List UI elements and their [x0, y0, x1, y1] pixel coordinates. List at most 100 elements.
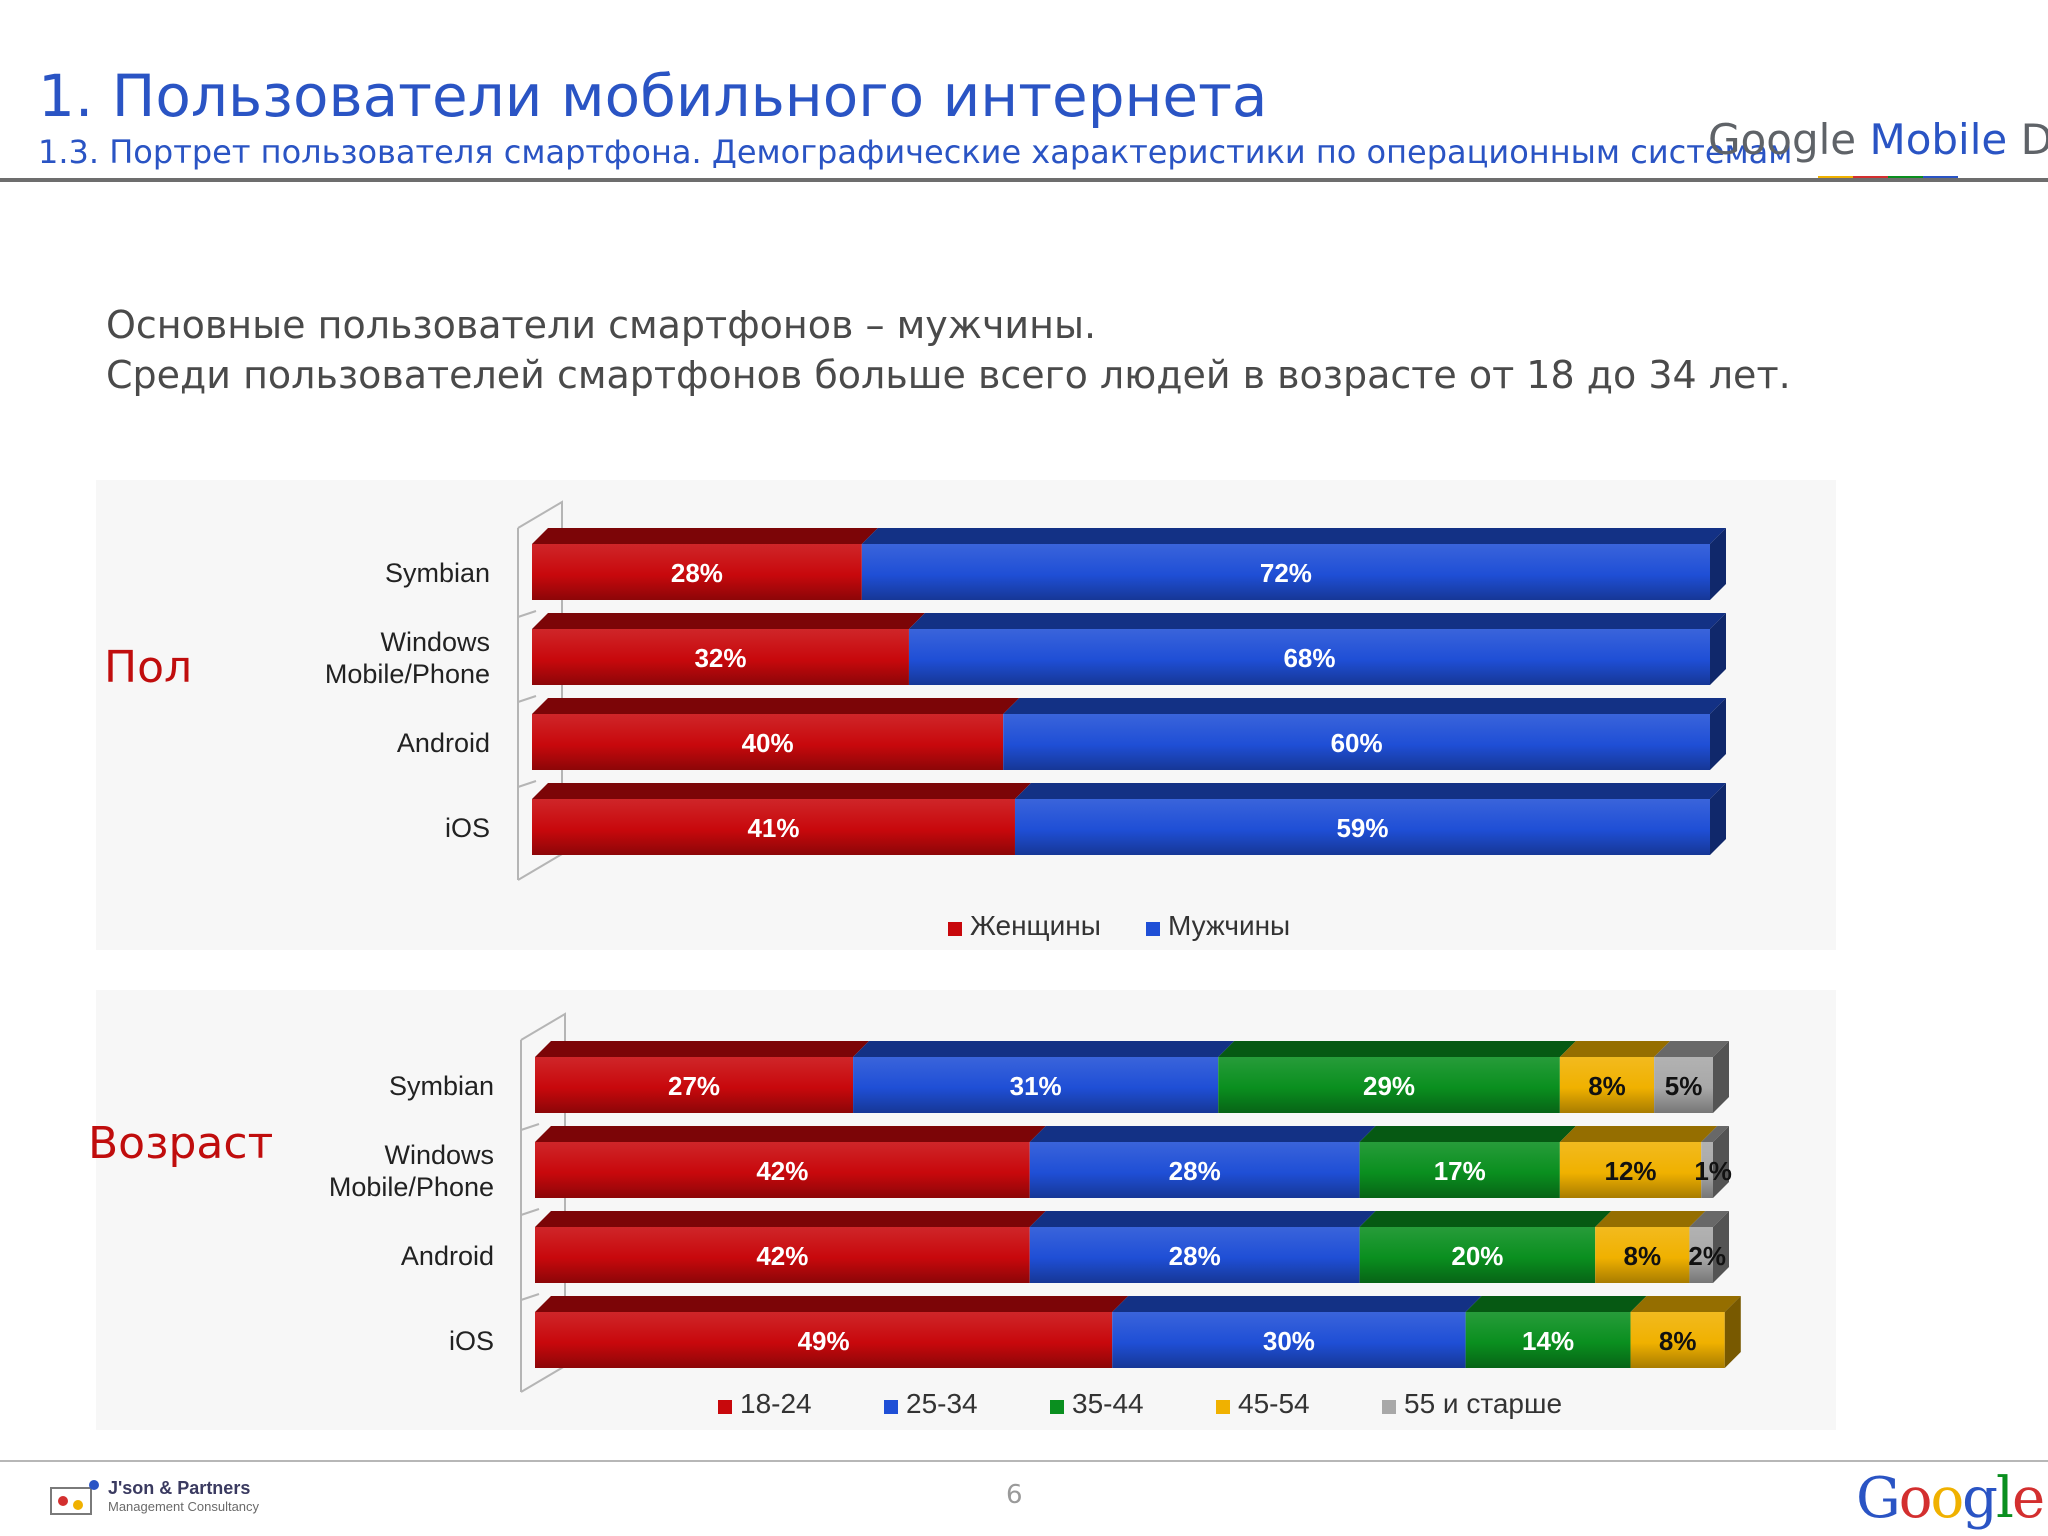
bar-end-face	[1710, 698, 1726, 770]
bar-end-face	[1710, 783, 1726, 855]
bar-segment	[908, 629, 1710, 685]
bar-segment	[1112, 1312, 1466, 1368]
data-label: 28%	[671, 558, 723, 588]
legend-swatch	[718, 1400, 732, 1414]
data-label: 40%	[742, 728, 794, 758]
footer-brand: J'son & Partners Management Consultancy	[108, 1478, 259, 1514]
data-label: 30%	[1263, 1326, 1315, 1356]
data-label: 28%	[1169, 1156, 1221, 1186]
bar-end-face	[1713, 1126, 1729, 1198]
bar-segment-top	[1689, 1211, 1729, 1227]
bar-segment	[1003, 714, 1710, 770]
bar-segment-top	[1014, 783, 1726, 799]
data-label: 17%	[1434, 1156, 1486, 1186]
logo-part-mobile: Mobile	[1856, 115, 2008, 164]
bar-segment-top	[1595, 1211, 1706, 1227]
bar-segment	[535, 1227, 1030, 1283]
legend-swatch	[1146, 922, 1160, 936]
footer-divider	[0, 1460, 2048, 1462]
bar-segment	[1029, 1142, 1360, 1198]
bar-segment	[1559, 1057, 1655, 1113]
age-section-label: Возраст	[88, 1118, 274, 1169]
google-logo-letter: e	[2011, 1466, 2045, 1531]
bar-segment-top	[1359, 1211, 1612, 1227]
data-label: 14%	[1522, 1326, 1574, 1356]
page-subtitle: 1.3. Портрет пользователя смартфона. Дем…	[38, 133, 1793, 171]
category-tick	[517, 780, 537, 788]
page-title: 1. Пользователи мобильного интернета	[38, 62, 1268, 130]
google-logo-letter: l	[1996, 1466, 2014, 1531]
bar-segment	[532, 629, 909, 685]
bar-segment-top	[861, 528, 1726, 544]
google-logo-letter: G	[1856, 1466, 1901, 1531]
bar-segment	[1630, 1312, 1725, 1368]
bar-segment	[1559, 1142, 1702, 1198]
category-label: Mobile/Phone	[329, 1172, 494, 1202]
bar-segment	[1654, 1057, 1713, 1113]
category-tick	[520, 1208, 540, 1216]
category-label: Mobile/Phone	[325, 659, 490, 689]
legend-entry: 35-44	[1072, 1388, 1144, 1419]
bar-segment	[1689, 1227, 1713, 1283]
data-label: 28%	[1169, 1241, 1221, 1271]
bar-segment-top	[1218, 1041, 1576, 1057]
category-tick	[520, 1123, 540, 1131]
bar-segment-top	[1112, 1296, 1482, 1312]
category-label: iOS	[449, 1326, 494, 1356]
bar-segment	[1029, 1227, 1360, 1283]
google-logo-letter: o	[1930, 1466, 1964, 1531]
legend-entry: 55 и старше	[1404, 1388, 1562, 1419]
legend-swatch	[1382, 1400, 1396, 1414]
bar-segment-top	[853, 1041, 1235, 1057]
bar-segment-top	[532, 613, 925, 629]
legend-entry: Мужчины	[1168, 910, 1290, 941]
legend-entry: 18-24	[740, 1388, 812, 1419]
data-label: 60%	[1331, 728, 1383, 758]
category-tick	[517, 610, 537, 618]
google-mobile-day-logo: Google Mobile Day	[1708, 115, 2048, 164]
category-label: Windows	[380, 627, 490, 657]
data-label: 31%	[1010, 1071, 1062, 1101]
header-divider	[0, 178, 2048, 182]
headline-line-1: Основные пользователи смартфонов – мужчи…	[106, 303, 1097, 347]
legend-swatch	[1050, 1400, 1064, 1414]
bar-segment-top	[1465, 1296, 1647, 1312]
bar-segment-top	[908, 613, 1726, 629]
data-label: 32%	[694, 643, 746, 673]
data-label: 2%	[1688, 1241, 1726, 1271]
bar-segment-top	[532, 528, 878, 544]
category-label: Windows	[384, 1140, 494, 1170]
bar-segment	[1701, 1142, 1713, 1198]
page-number: 6	[1006, 1480, 1023, 1510]
bar-segment	[1014, 799, 1710, 855]
data-label: 8%	[1659, 1326, 1697, 1356]
bar-segment-top	[1559, 1041, 1671, 1057]
bar-end-face	[1713, 1211, 1729, 1283]
bar-segment-top	[1559, 1126, 1718, 1142]
category-tick	[517, 695, 537, 703]
bar-end-face	[1713, 1041, 1729, 1113]
bar-segment	[532, 544, 862, 600]
legend-entry: Женщины	[970, 910, 1101, 941]
bar-segment	[535, 1312, 1113, 1368]
bar-end-face	[1710, 528, 1726, 600]
bar-segment-top	[1654, 1041, 1729, 1057]
legend-entry: 25-34	[906, 1388, 978, 1419]
data-label: 8%	[1588, 1071, 1626, 1101]
bar-segment	[532, 799, 1015, 855]
category-label: Android	[397, 728, 490, 758]
data-label: 42%	[756, 1156, 808, 1186]
bar-end-face	[1710, 613, 1726, 685]
bar-segment-top	[535, 1126, 1046, 1142]
legend-swatch	[884, 1400, 898, 1414]
bar-end-face	[1724, 1296, 1741, 1368]
data-label: 27%	[668, 1071, 720, 1101]
category-tick	[520, 1293, 540, 1301]
bar-segment-top	[532, 783, 1031, 799]
bar-segment-top	[535, 1211, 1046, 1227]
data-label: 1%	[1694, 1156, 1732, 1186]
bar-segment	[861, 544, 1710, 600]
bar-segment-top	[535, 1041, 870, 1057]
